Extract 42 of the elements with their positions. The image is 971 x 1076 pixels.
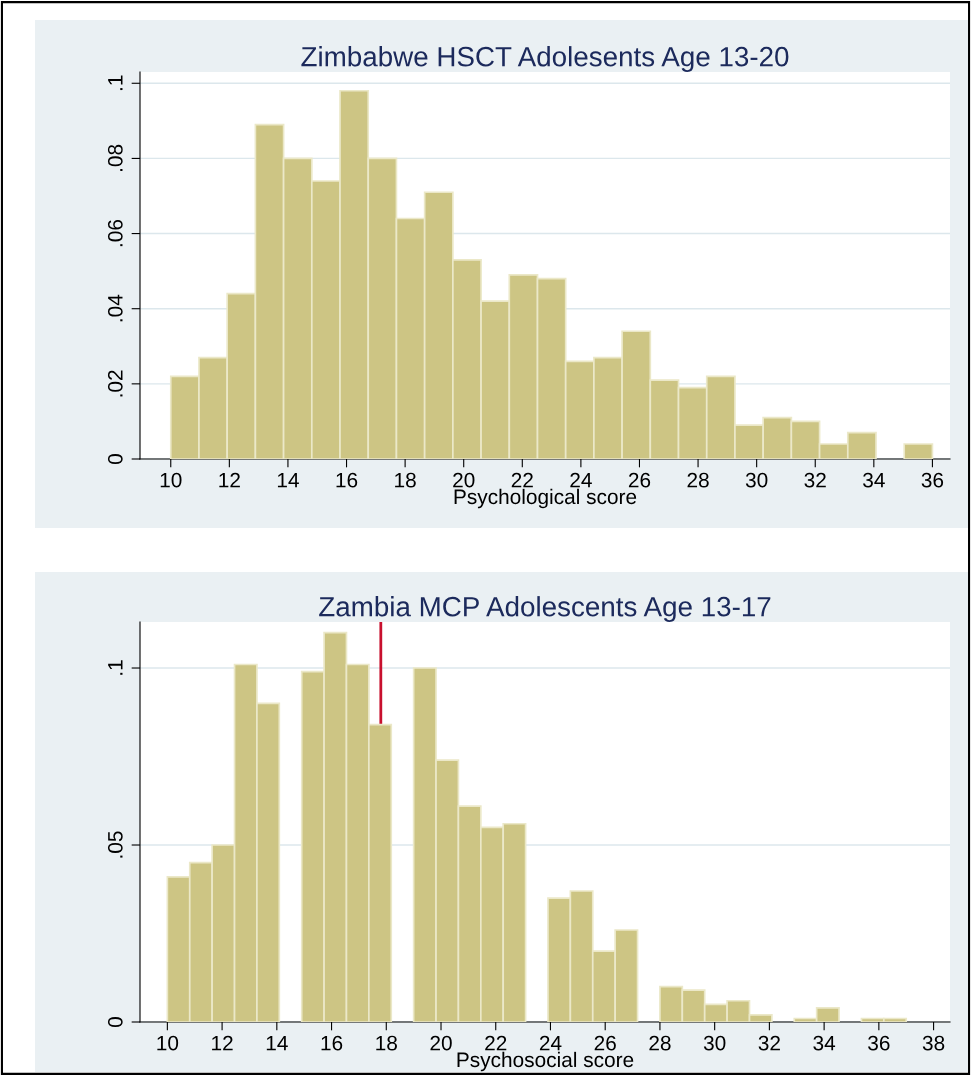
chart-title: Zimbabwe HSCT Adolesents Age 13-20 <box>301 46 789 72</box>
x-tick-label: 22 <box>485 1035 507 1051</box>
x-tick-label: 16 <box>321 1035 343 1051</box>
x-tick-label: 24 <box>539 1035 562 1051</box>
y-tick-label: 0 <box>107 1017 123 1027</box>
x-tick-label: 24 <box>570 472 592 488</box>
x-tick-label: 34 <box>863 472 885 488</box>
x-axis-title: Psychosocial score <box>457 1051 634 1072</box>
x-tick-label: 30 <box>703 1035 726 1051</box>
x-tick-label: 14 <box>266 1035 288 1051</box>
y-tick-label: .05 <box>107 831 123 858</box>
chart-title: Zambia MCP Adolescents Age 13-17 <box>319 596 771 622</box>
x-tick-label: 12 <box>212 1035 233 1051</box>
y-tick-label: 0 <box>107 454 123 464</box>
x-tick-label: 28 <box>649 1035 671 1051</box>
x-tick-label: 36 <box>868 1035 890 1051</box>
x-tick-label: 26 <box>594 1035 616 1051</box>
x-tick-label: 18 <box>376 1035 397 1051</box>
x-tick-label: 10 <box>160 472 182 488</box>
x-tick-label: 32 <box>804 472 826 488</box>
x-tick-label: 32 <box>758 1035 780 1051</box>
x-tick-label: 10 <box>157 1035 179 1051</box>
y-tick-label: .1 <box>108 660 123 675</box>
y-tick-label: .04 <box>107 294 123 322</box>
x-tick-label: 34 <box>813 1035 836 1051</box>
x-tick-label: 22 <box>511 472 533 488</box>
x-tick-label: 20 <box>430 1035 452 1051</box>
y-tick-label: .1 <box>108 75 123 91</box>
x-tick-label: 28 <box>687 472 709 488</box>
y-tick-label: .02 <box>107 370 123 397</box>
x-tick-label: 36 <box>921 472 944 488</box>
x-tick-label: 26 <box>628 472 651 488</box>
y-tick-label: .08 <box>107 144 123 171</box>
x-tick-label: 14 <box>277 472 299 488</box>
x-tick-label: 18 <box>395 472 416 488</box>
x-tick-label: 20 <box>453 472 475 488</box>
x-tick-label: 38 <box>922 1035 945 1051</box>
x-axis-title: Psychological score <box>454 488 637 509</box>
x-tick-label: 16 <box>336 472 358 488</box>
x-tick-label: 30 <box>745 472 768 488</box>
x-tick-label: 12 <box>219 472 240 488</box>
y-tick-label: .06 <box>107 220 123 247</box>
